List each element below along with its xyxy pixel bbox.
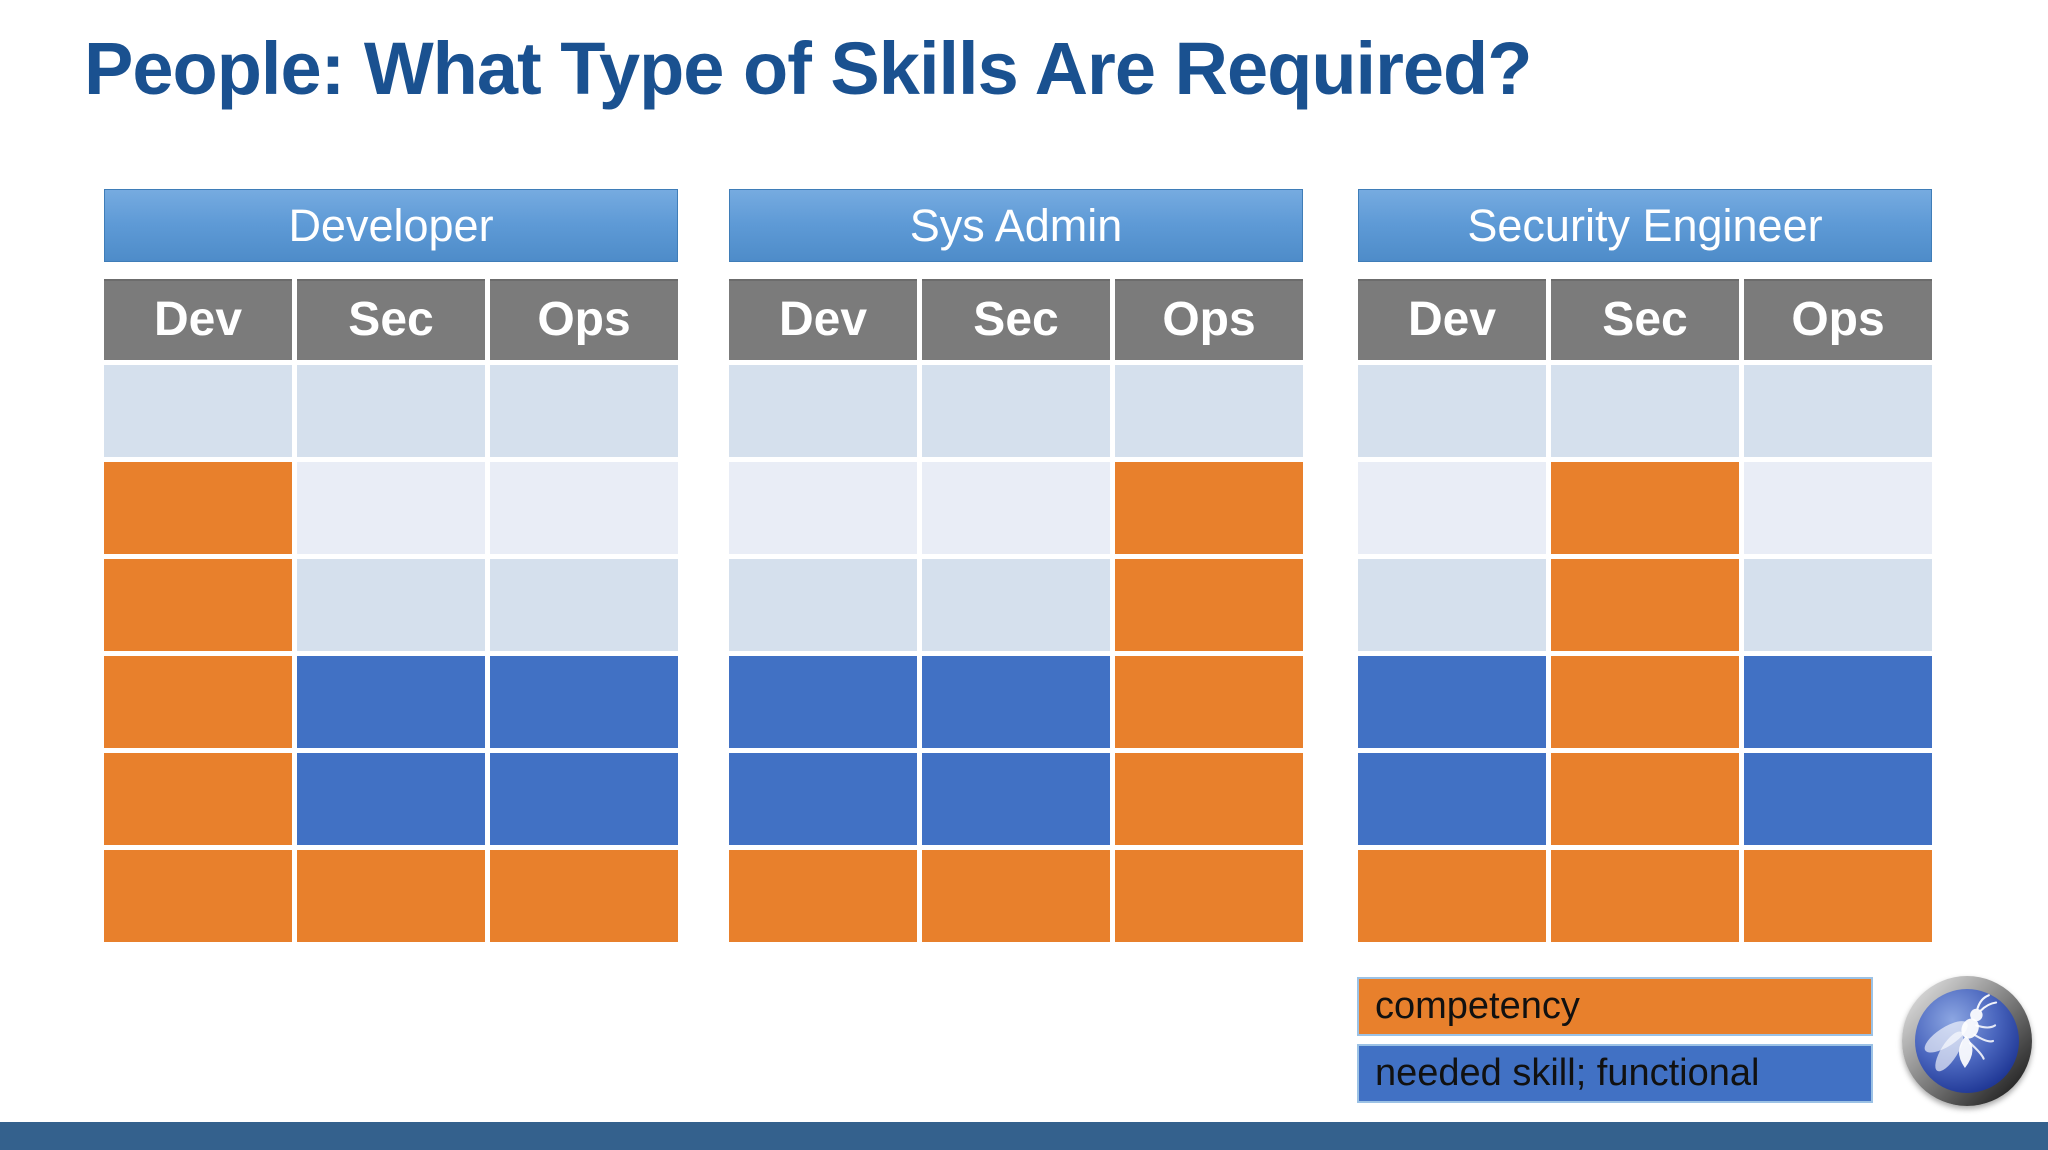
skill-cell-ops-row5-competency xyxy=(1115,753,1303,845)
skill-cell-ops-row5-skill xyxy=(490,753,678,845)
skill-cell-sec-row6-competency xyxy=(922,850,1110,942)
skill-cell-dev-row5-skill xyxy=(1358,753,1546,845)
skill-cell-ops-row2-empty xyxy=(1744,462,1932,554)
legend-item-competency: competency xyxy=(1357,977,1873,1036)
skill-cell-sec-row5-skill xyxy=(297,753,485,845)
skill-cell-dev-row6-competency xyxy=(729,850,917,942)
skill-cell-ops-row6-competency xyxy=(1744,850,1932,942)
skill-grid: Dev Sec Ops xyxy=(729,279,1303,942)
legend-item-skill: needed skill; functional xyxy=(1357,1044,1873,1103)
skill-cell-sec-row6-competency xyxy=(297,850,485,942)
skill-cell-ops-row4-skill xyxy=(1744,656,1932,748)
skill-cell-sec-row3-empty xyxy=(922,559,1110,651)
skill-cell-ops-row6-competency xyxy=(1115,850,1303,942)
skill-grid: Dev Sec Ops xyxy=(1358,279,1932,942)
skill-cell-ops-row3-empty xyxy=(1744,559,1932,651)
skill-cell-ops-row4-competency xyxy=(1115,656,1303,748)
skill-cell-sec-row5-skill xyxy=(922,753,1110,845)
skill-cell-sec-row2-empty xyxy=(922,462,1110,554)
skill-table-developer: Developer Dev Sec Ops xyxy=(104,189,678,942)
skill-cell-ops-row1-empty xyxy=(490,365,678,457)
skill-cell-ops-row3-competency xyxy=(1115,559,1303,651)
skill-table-security-engineer: Security Engineer Dev Sec Ops xyxy=(1358,189,1932,942)
table-role-title: Sys Admin xyxy=(729,189,1303,262)
skill-cell-sec-row2-competency xyxy=(1551,462,1739,554)
table-role-title: Developer xyxy=(104,189,678,262)
legend: competency needed skill; functional xyxy=(1357,977,1873,1103)
skill-cell-ops-row2-competency xyxy=(1115,462,1303,554)
skill-cell-sec-row6-competency xyxy=(1551,850,1739,942)
skill-cell-dev-row4-skill xyxy=(1358,656,1546,748)
skill-cell-ops-row4-skill xyxy=(490,656,678,748)
page-title: People: What Type of Skills Are Required… xyxy=(84,27,1532,110)
column-header-sec: Sec xyxy=(1551,279,1739,360)
skill-cell-dev-row3-empty xyxy=(729,559,917,651)
owasp-logo xyxy=(1902,976,2032,1106)
skill-cell-dev-row1-empty xyxy=(1358,365,1546,457)
column-header-dev: Dev xyxy=(104,279,292,360)
skill-cell-sec-row4-skill xyxy=(297,656,485,748)
column-header-ops: Ops xyxy=(1115,279,1303,360)
skill-cell-dev-row1-empty xyxy=(729,365,917,457)
skill-cell-dev-row1-empty xyxy=(104,365,292,457)
skill-cell-dev-row5-competency xyxy=(104,753,292,845)
skill-cell-dev-row2-empty xyxy=(729,462,917,554)
skill-cell-dev-row4-skill xyxy=(729,656,917,748)
skill-cell-sec-row4-competency xyxy=(1551,656,1739,748)
skill-cell-dev-row4-competency xyxy=(104,656,292,748)
skill-cell-ops-row6-competency xyxy=(490,850,678,942)
table-role-title: Security Engineer xyxy=(1358,189,1932,262)
skill-cell-sec-row1-empty xyxy=(922,365,1110,457)
column-header-dev: Dev xyxy=(1358,279,1546,360)
skill-cell-sec-row2-empty xyxy=(297,462,485,554)
skill-cell-ops-row2-empty xyxy=(490,462,678,554)
skill-cell-dev-row3-competency xyxy=(104,559,292,651)
skill-grid: Dev Sec Ops xyxy=(104,279,678,942)
owasp-logo-sphere xyxy=(1915,989,2019,1093)
skill-table-sys-admin: Sys Admin Dev Sec Ops xyxy=(729,189,1303,942)
skill-cell-ops-row1-empty xyxy=(1115,365,1303,457)
wasp-icon xyxy=(1924,994,1998,1072)
skill-cell-sec-row5-competency xyxy=(1551,753,1739,845)
skill-cell-dev-row6-competency xyxy=(1358,850,1546,942)
footer-bar xyxy=(0,1122,2048,1150)
skill-cell-dev-row6-competency xyxy=(104,850,292,942)
skill-cell-dev-row2-competency xyxy=(104,462,292,554)
column-header-sec: Sec xyxy=(922,279,1110,360)
column-header-sec: Sec xyxy=(297,279,485,360)
skill-cell-ops-row5-skill xyxy=(1744,753,1932,845)
skill-cell-dev-row3-empty xyxy=(1358,559,1546,651)
skill-cell-dev-row2-empty xyxy=(1358,462,1546,554)
skill-cell-sec-row3-empty xyxy=(297,559,485,651)
column-header-ops: Ops xyxy=(490,279,678,360)
skill-cell-sec-row1-empty xyxy=(1551,365,1739,457)
skill-cell-sec-row4-skill xyxy=(922,656,1110,748)
skill-cell-dev-row5-skill xyxy=(729,753,917,845)
column-header-ops: Ops xyxy=(1744,279,1932,360)
skill-cell-ops-row3-empty xyxy=(490,559,678,651)
skill-cell-ops-row1-empty xyxy=(1744,365,1932,457)
skill-cell-sec-row3-competency xyxy=(1551,559,1739,651)
column-header-dev: Dev xyxy=(729,279,917,360)
skill-cell-sec-row1-empty xyxy=(297,365,485,457)
